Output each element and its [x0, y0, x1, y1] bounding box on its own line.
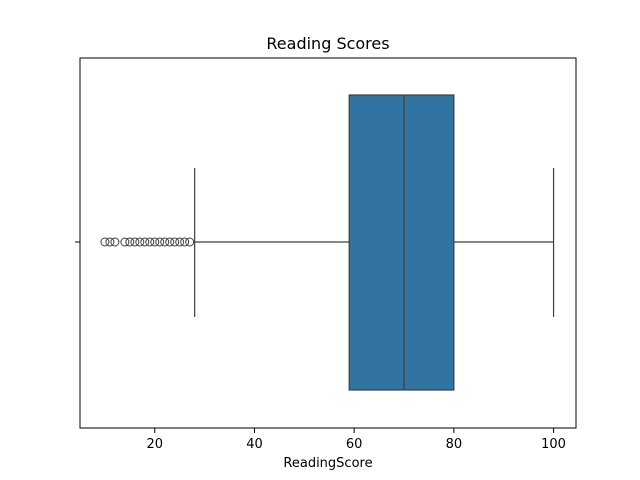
x-tick-label: 80 — [446, 437, 463, 452]
outlier-point — [110, 237, 120, 247]
x-tick-label: 100 — [541, 437, 566, 452]
outlier-point — [145, 237, 155, 247]
outlier-point — [140, 237, 150, 247]
plot-frame — [79, 57, 577, 429]
outlier-point — [185, 237, 195, 247]
chart-title: Reading Scores — [266, 34, 389, 53]
outlier-point — [130, 237, 140, 247]
x-axis-label: ReadingScore — [283, 456, 372, 471]
iqr-box — [348, 94, 455, 391]
outlier-point — [170, 237, 180, 247]
outlier-point — [155, 237, 165, 247]
x-tick-label: 40 — [246, 437, 263, 452]
outlier-point — [165, 237, 175, 247]
outlier-point — [120, 237, 130, 247]
outlier-point — [160, 237, 170, 247]
x-axis-ticks: 20 40 60 80 100 — [147, 428, 566, 452]
outlier-point — [125, 237, 135, 247]
outlier-point — [175, 237, 185, 247]
outlier-point — [180, 237, 190, 247]
outlier-point — [100, 237, 110, 247]
x-tick-label: 60 — [346, 437, 363, 452]
outlier-point — [135, 237, 145, 247]
x-tick-label: 20 — [147, 437, 164, 452]
plot-area — [100, 94, 555, 391]
outlier-point — [105, 237, 115, 247]
outlier-point — [150, 237, 160, 247]
